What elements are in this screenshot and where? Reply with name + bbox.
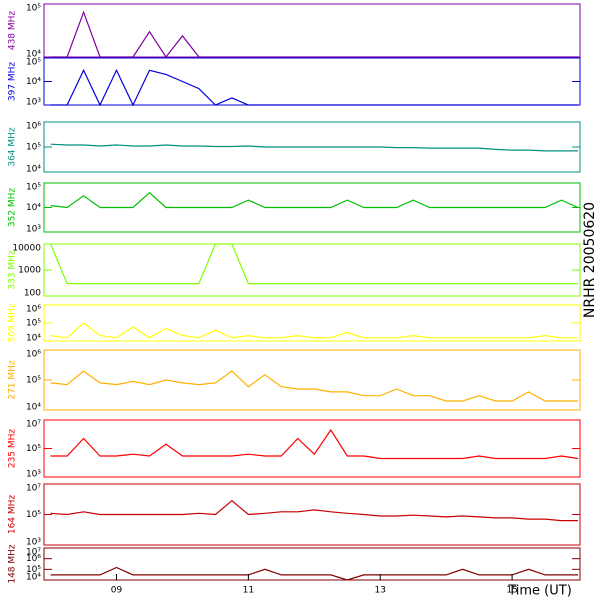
panel-frame [43,3,581,58]
y-tick-label: 1000 [18,266,41,276]
y-tick-label: 10⁵ [26,444,41,454]
y-axis-label: 271 MHz [8,360,18,400]
y-tick-label: 10⁵ [26,565,41,575]
panel-frame [43,304,581,342]
y-tick-label: 10⁷ [26,484,41,494]
panel-frame [43,547,581,581]
series-line [50,370,578,402]
y-tick-label: 10⁶ [26,305,41,315]
x-axis-label: Time (UT) [507,584,572,599]
y-tick-label: 10⁴ [26,165,41,175]
y-tick-label: 10⁵ [26,376,41,386]
y-tick-label: 10⁶ [26,122,41,132]
series-line [50,322,578,339]
series-line [50,68,578,107]
x-tick-label: 09 [111,586,123,596]
series-line [50,191,579,209]
y-tick-label: 10⁴ [26,403,41,413]
y-tick-label: 10⁶ [26,350,41,360]
y-tick-label: 10⁴ [26,573,41,583]
y-axis-label: 333 MHz [8,250,18,290]
x-tick-label: 11 [243,586,254,596]
panel-frame [43,57,581,106]
x-tick-label: 15 [506,586,517,596]
series-line [50,10,578,59]
y-tick-label: 10⁴ [26,334,41,344]
y-axis-label: 364 MHz [8,127,18,167]
panel-frame [43,243,581,297]
y-tick-label: 10⁴ [26,203,41,213]
y-tick-label: 10⁵ [26,183,41,193]
y-tick-label: 10³ [26,98,41,108]
y-tick-label: 100 [24,289,41,299]
y-tick-label: 10⁴ [26,50,41,60]
series-line [50,143,578,152]
y-tick-label: 10⁵ [26,4,41,14]
y-tick-label: 10³ [26,225,41,235]
y-tick-label: 10⁵ [26,143,41,153]
y-axis-label: 438 MHz [8,11,18,51]
y-tick-label: 10⁵ [26,319,41,329]
series-line [50,499,578,522]
series-line [50,566,578,581]
y-tick-label: 10⁷ [26,548,41,558]
y-axis-label: 309 MHz [8,303,18,343]
y-tick-label: 10⁵ [26,510,41,520]
y-axis-label: 164 MHz [8,495,18,535]
y-tick-label: 10⁷ [26,420,41,430]
y-tick-label: 10³ [26,470,41,480]
y-tick-label: 10⁵ [26,58,41,68]
series-line [50,428,579,460]
y-axis-label: 352 MHz [8,188,18,228]
y-tick-label: 10³ [26,538,41,548]
side-label: NRHR 20050620 [582,202,598,318]
y-axis-label: 397 MHz [8,62,18,102]
y-tick-label: 10⁶ [26,554,41,564]
panel-frame [43,419,581,478]
y-tick-label: 10000 [12,244,41,254]
y-axis-label: 148 MHz [8,544,18,584]
x-tick-label: 13 [375,586,386,596]
y-tick-label: 10⁴ [26,77,41,87]
series-line [50,243,578,285]
y-axis-label: 235 MHz [8,429,18,469]
